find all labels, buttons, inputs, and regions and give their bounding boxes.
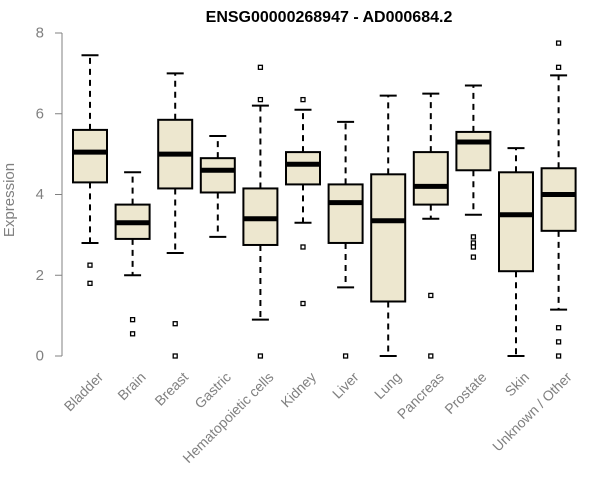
outlier-point bbox=[300, 244, 306, 250]
box-10 bbox=[498, 147, 534, 357]
x-tick-label: Pancreas bbox=[394, 369, 447, 422]
box-body bbox=[72, 128, 108, 184]
outlier-point bbox=[470, 244, 477, 250]
outlier-point bbox=[428, 292, 434, 299]
y-tick-label: 6 bbox=[36, 105, 44, 122]
outlier-point bbox=[555, 64, 562, 70]
outlier-point bbox=[257, 353, 264, 359]
box-0 bbox=[72, 54, 108, 286]
outlier-point bbox=[172, 321, 178, 327]
x-tick-label: Skin bbox=[502, 369, 533, 400]
box-6 bbox=[327, 120, 364, 359]
x-tick-label: Gastric bbox=[191, 369, 234, 412]
outlier-point bbox=[257, 64, 264, 70]
x-tick-label: Liver bbox=[329, 369, 362, 402]
y-tick-label: 2 bbox=[36, 267, 44, 284]
outlier-point bbox=[470, 254, 477, 260]
box-2 bbox=[157, 72, 194, 359]
box-1 bbox=[114, 171, 151, 337]
chart-title: ENSG00000268947 - AD000684.2 bbox=[206, 9, 453, 26]
y-tick-label: 4 bbox=[36, 186, 44, 203]
x-tick-label: Breast bbox=[151, 369, 191, 409]
box-body bbox=[455, 130, 492, 172]
y-tick-label: 0 bbox=[36, 348, 44, 365]
box-11 bbox=[540, 40, 577, 359]
x-tick-label: Brain bbox=[114, 369, 148, 403]
outlier-point bbox=[555, 325, 562, 331]
box-5 bbox=[285, 96, 321, 307]
box-body bbox=[327, 183, 364, 244]
box-body bbox=[498, 171, 534, 273]
outlier-point bbox=[342, 353, 349, 359]
x-tick-label: Kidney bbox=[278, 369, 320, 411]
outlier-point bbox=[300, 96, 306, 103]
y-axis: 0 2 4 6 8 bbox=[36, 25, 63, 365]
box-body bbox=[199, 157, 236, 194]
box-8 bbox=[412, 92, 449, 359]
x-tick-label: Bladder bbox=[61, 369, 107, 415]
outlier-point bbox=[555, 339, 562, 345]
x-tick-label: Lung bbox=[371, 369, 404, 402]
x-tick-label: Unknown / Other bbox=[489, 369, 575, 455]
outlier-point bbox=[87, 280, 93, 286]
box-body bbox=[540, 167, 577, 232]
outlier-point bbox=[129, 331, 136, 337]
box-body bbox=[285, 151, 321, 186]
outlier-point bbox=[555, 353, 562, 359]
outlier-point bbox=[172, 353, 178, 359]
outlier-point bbox=[87, 262, 93, 268]
y-tick-label: 8 bbox=[36, 25, 44, 42]
box-7 bbox=[370, 94, 407, 357]
y-axis-label: Expression bbox=[1, 163, 18, 237]
box-3 bbox=[199, 134, 236, 238]
box-body bbox=[412, 151, 449, 206]
box-series bbox=[72, 40, 577, 359]
outlier-point bbox=[129, 317, 136, 323]
box-body bbox=[370, 173, 407, 303]
outlier-point bbox=[300, 300, 306, 307]
outlier-point bbox=[428, 353, 434, 359]
box-9 bbox=[455, 84, 492, 260]
outlier-point bbox=[555, 40, 562, 46]
outlier-point bbox=[470, 234, 477, 240]
outlier-point bbox=[257, 96, 264, 103]
x-tick-label: Prostate bbox=[441, 369, 489, 417]
box-4 bbox=[242, 64, 279, 359]
